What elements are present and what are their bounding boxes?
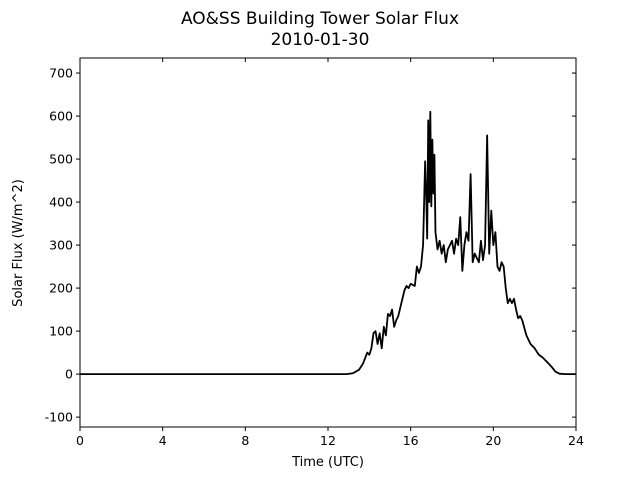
x-tick-label: 8 — [241, 433, 249, 448]
y-tick-label: 300 — [49, 238, 73, 253]
data-line — [80, 110, 576, 375]
x-tick-label: 12 — [320, 433, 336, 448]
y-tick-label: 400 — [49, 195, 73, 210]
y-tick-label: 100 — [49, 324, 73, 339]
y-axis-label: Solar Flux (W/m^2) — [11, 179, 26, 307]
x-tick-label: 0 — [76, 433, 84, 448]
chart-subtitle: 2010-01-30 — [271, 30, 370, 50]
x-tick-label: 24 — [568, 433, 584, 448]
x-tick-label: 20 — [485, 433, 501, 448]
chart-title: AO&SS Building Tower Solar Flux — [181, 9, 459, 29]
y-tick-label: 200 — [49, 281, 73, 296]
y-tick-label: -100 — [45, 410, 73, 425]
x-tick-label: 4 — [159, 433, 167, 448]
y-tick-label: 500 — [49, 152, 73, 167]
plot-frame — [79, 57, 577, 428]
y-tick-label: 600 — [49, 109, 73, 124]
x-tick-label: 16 — [403, 433, 419, 448]
y-tick-label: 700 — [49, 66, 73, 81]
y-tick-label: 0 — [65, 367, 73, 382]
x-axis-label: Time (UTC) — [291, 455, 364, 470]
